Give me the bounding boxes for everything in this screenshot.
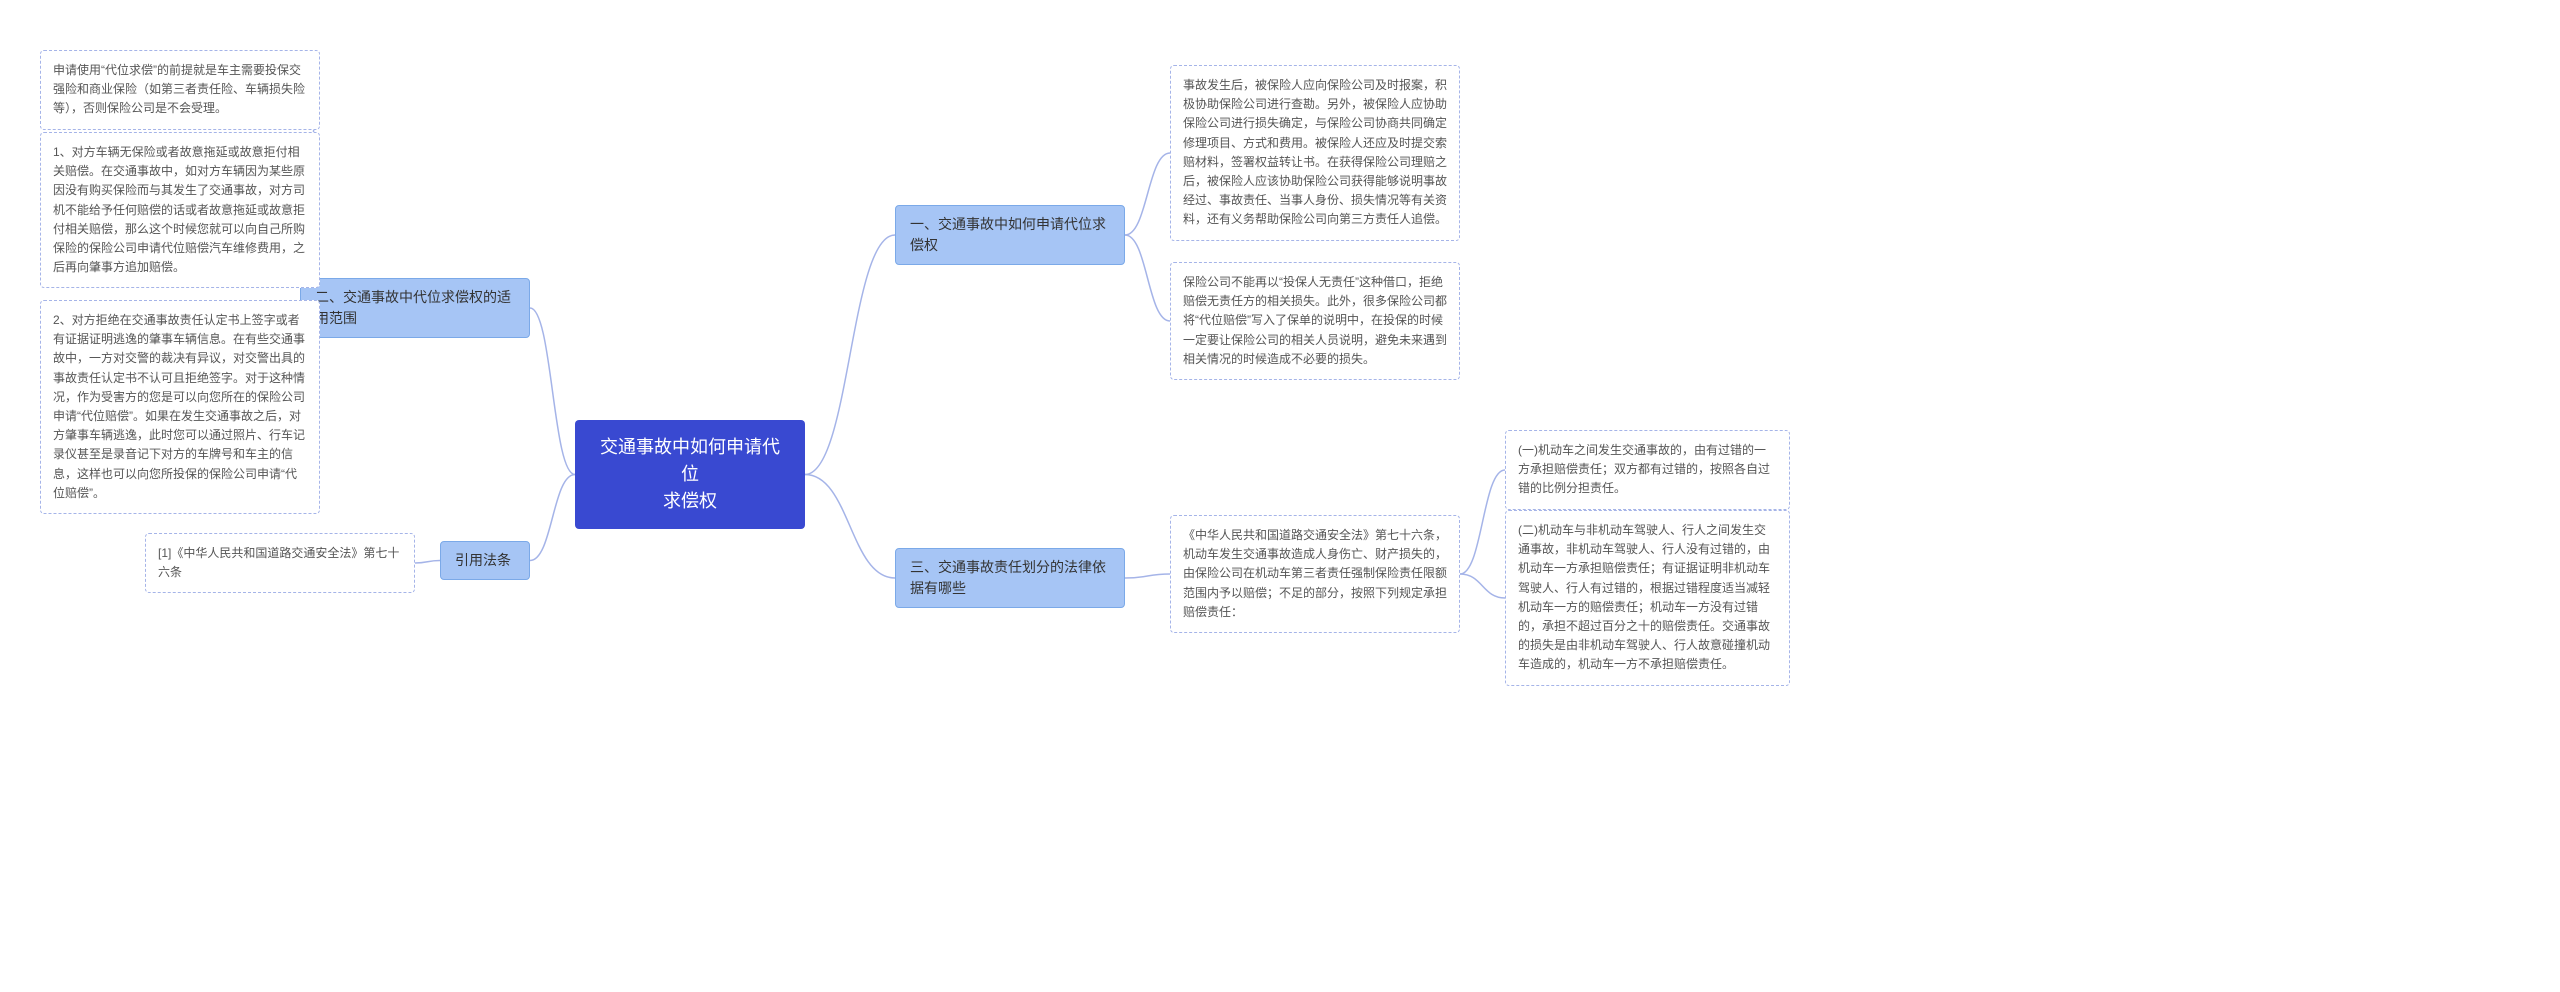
left-branch-0: 二、交通事故中代位求偿权的适用范围 xyxy=(300,278,530,338)
right-leaf-1-0: 《中华人民共和国道路交通安全法》第七十六条，机动车发生交通事故造成人身伤亡、财产… xyxy=(1170,515,1460,633)
right-leaf-0-1: 保险公司不能再以“投保人无责任”这种借口，拒绝赔偿无责任方的相关损失。此外，很多… xyxy=(1170,262,1460,380)
right-branch-1: 三、交通事故责任划分的法律依据有哪些 xyxy=(895,548,1125,608)
right-sub-1-0-0: (一)机动车之间发生交通事故的，由有过错的一方承担赔偿责任；双方都有过错的，按照… xyxy=(1505,430,1790,510)
root-node: 交通事故中如何申请代位求偿权 xyxy=(575,420,805,529)
right-sub-1-0-1: (二)机动车与非机动车驾驶人、行人之间发生交通事故，非机动车驾驶人、行人没有过错… xyxy=(1505,510,1790,686)
left-leaf-0-0: 申请使用“代位求偿”的前提就是车主需要投保交强险和商业保险（如第三者责任险、车辆… xyxy=(40,50,320,130)
left-branch-1: 引用法条 xyxy=(440,541,530,580)
right-branch-0: 一、交通事故中如何申请代位求偿权 xyxy=(895,205,1125,265)
left-leaf-1-0: [1]《中华人民共和国道路交通安全法》第七十六条 xyxy=(145,533,415,593)
right-leaf-0-0: 事故发生后，被保险人应向保险公司及时报案，积极协助保险公司进行查勘。另外，被保险… xyxy=(1170,65,1460,241)
left-leaf-0-2: 2、对方拒绝在交通事故责任认定书上签字或者有证据证明逃逸的肇事车辆信息。在有些交… xyxy=(40,300,320,514)
left-leaf-0-1: 1、对方车辆无保险或者故意拖延或故意拒付相关赔偿。在交通事故中，如对方车辆因为某… xyxy=(40,132,320,288)
mindmap-canvas: 交通事故中如何申请代位求偿权 一、交通事故中如何申请代位求偿权事故发生后，被保险人… xyxy=(0,0,2560,992)
